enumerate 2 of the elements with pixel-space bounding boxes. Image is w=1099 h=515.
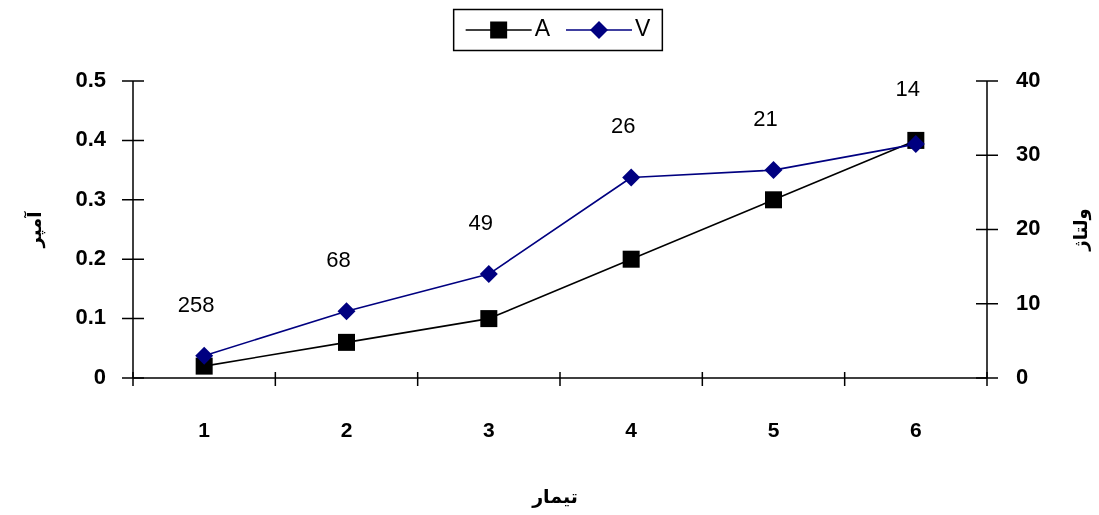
legend-label: A xyxy=(534,15,551,42)
legend-label: V xyxy=(635,15,651,42)
